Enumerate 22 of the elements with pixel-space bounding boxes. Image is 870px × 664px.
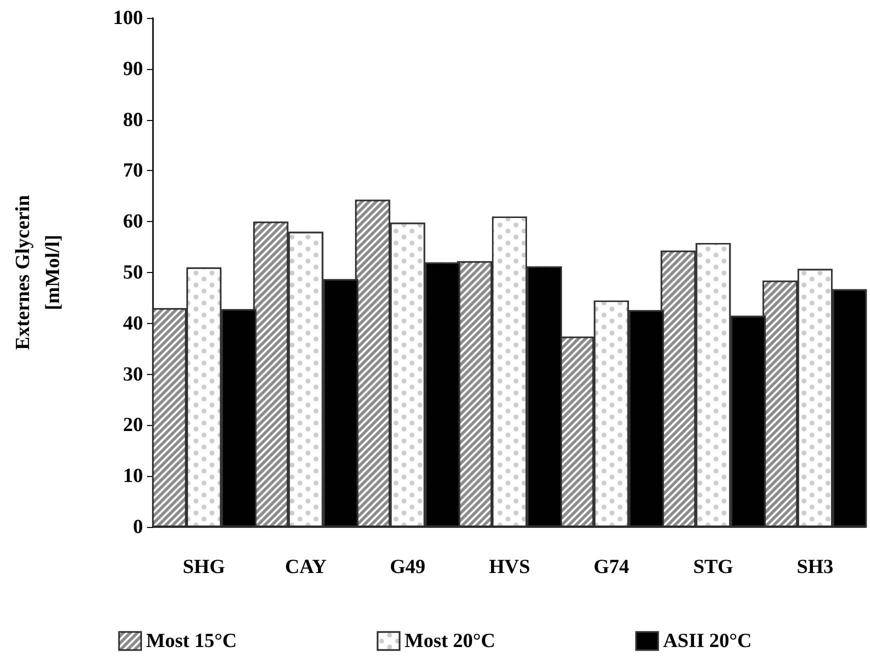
- y-tick-label: 20: [123, 414, 143, 436]
- x-tick-label: CAY: [285, 556, 328, 578]
- legend-label: ASII 20°C: [663, 630, 752, 652]
- y-tick-label: 60: [123, 210, 143, 233]
- y-axis-title: Externes Glycerin [mMol/l]: [12, 195, 64, 350]
- y-tick-label: 30: [123, 363, 143, 386]
- x-tick-label: STG: [693, 556, 734, 578]
- x-tick-label: G49: [390, 556, 426, 578]
- x-tick-label: SH3: [796, 556, 834, 578]
- y-tick-label: 70: [123, 160, 143, 182]
- legend-label: Most 15°C: [146, 630, 237, 652]
- x-tick-label: G74: [594, 556, 630, 578]
- x-tick-label: SHG: [182, 556, 226, 578]
- y-tick-label: 10: [123, 465, 143, 488]
- y-tick-label: 0: [133, 516, 143, 538]
- y-tick-label: 90: [123, 58, 143, 80]
- y-tick-label: 80: [123, 108, 143, 131]
- y-tick-label: 100: [113, 7, 143, 29]
- y-tick-label: 50: [123, 262, 143, 284]
- y-tick-label: 40: [123, 312, 143, 334]
- x-tick-label: HVS: [488, 556, 530, 578]
- legend-label: Most 20°C: [404, 630, 496, 652]
